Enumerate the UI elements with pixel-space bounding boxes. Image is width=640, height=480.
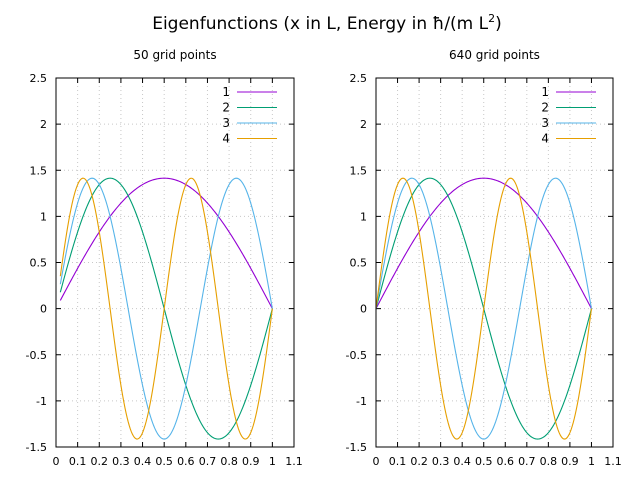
plot-frame — [55, 77, 295, 448]
y-tick-label: 0 — [360, 303, 367, 316]
legend-label: 4 — [541, 132, 549, 146]
legend-label: 3 — [222, 116, 230, 130]
y-tick-label: 1 — [40, 210, 47, 223]
x-tick-label: 0 — [53, 455, 60, 468]
x-tick-label: 0.8 — [540, 455, 558, 468]
x-tick-label: 1.1 — [285, 455, 303, 468]
y-tick-label: 1.5 — [350, 164, 368, 177]
chart-subtitle: 640 grid points — [449, 48, 540, 62]
x-tick-label: 0.6 — [497, 455, 515, 468]
y-tick-label: 0.5 — [350, 257, 368, 270]
x-tick-label: 0.1 — [69, 455, 87, 468]
x-tick-label: 0.1 — [389, 455, 407, 468]
y-tick-label: -0.5 — [346, 349, 367, 362]
figure-title-text: Eigenfunctions (x in L, Energy in ħ/(m L — [152, 14, 488, 34]
legend-label: 4 — [222, 132, 230, 146]
x-tick-label: 1.1 — [604, 455, 622, 468]
y-tick-label: -1 — [356, 395, 367, 408]
y-tick-label: 2 — [40, 118, 47, 131]
x-tick-label: 0.9 — [561, 455, 579, 468]
series-line-3 — [59, 177, 273, 440]
series-line-4 — [59, 177, 273, 440]
chart-subtitle: 50 grid points — [133, 48, 216, 62]
x-tick-label: 0.2 — [410, 455, 428, 468]
y-tick-label: -1 — [36, 395, 47, 408]
x-tick-label: 0.8 — [220, 455, 238, 468]
series-line-3 — [375, 177, 592, 440]
figure-title: Eigenfunctions (x in L, Energy in ħ/(m L… — [152, 12, 502, 34]
x-tick-label: 0.2 — [91, 455, 109, 468]
x-tick-label: 0.4 — [134, 455, 152, 468]
legend-label: 1 — [222, 85, 230, 99]
legend-label: 1 — [541, 85, 549, 99]
series-line-4 — [375, 177, 592, 440]
legend-label: 2 — [222, 101, 230, 115]
series-line-1 — [375, 177, 592, 309]
x-tick-label: 0.3 — [432, 455, 450, 468]
y-tick-label: 0 — [40, 303, 47, 316]
series-line-2 — [59, 177, 273, 440]
x-tick-label: 0.6 — [177, 455, 195, 468]
y-tick-label: 0.5 — [30, 257, 48, 270]
x-tick-label: 1 — [588, 455, 595, 468]
legend-label: 2 — [541, 101, 549, 115]
y-tick-label: 2 — [360, 118, 367, 131]
x-tick-label: 0.4 — [453, 455, 471, 468]
y-tick-label: 1.5 — [30, 164, 48, 177]
series-line-1 — [59, 177, 273, 309]
x-tick-label: 0 — [373, 455, 380, 468]
legend-label: 3 — [541, 116, 549, 130]
y-tick-label: -1.5 — [26, 441, 47, 454]
x-tick-label: 0.3 — [112, 455, 130, 468]
y-tick-label: 2.5 — [350, 72, 368, 85]
x-tick-label: 0.7 — [199, 455, 217, 468]
y-tick-label: -1.5 — [346, 441, 367, 454]
x-tick-label: 1 — [269, 455, 276, 468]
right-chart-panel: 640 grid points 0 0.1 0.2 0.3 0.4 0.5 0.6 0.7 0.8… — [346, 48, 622, 468]
x-tick-label: 0.7 — [518, 455, 536, 468]
x-tick-label: 0.9 — [242, 455, 260, 468]
figure-title-superscript: 2 — [488, 12, 495, 25]
y-tick-label: -0.5 — [26, 349, 47, 362]
x-tick-label: 0.5 — [155, 455, 173, 468]
figure-title-end: ) — [495, 14, 502, 34]
plot-frame — [375, 77, 614, 448]
y-tick-label: 1 — [360, 210, 367, 223]
y-tick-label: 2.5 — [30, 72, 48, 85]
x-tick-label: 0.5 — [475, 455, 493, 468]
